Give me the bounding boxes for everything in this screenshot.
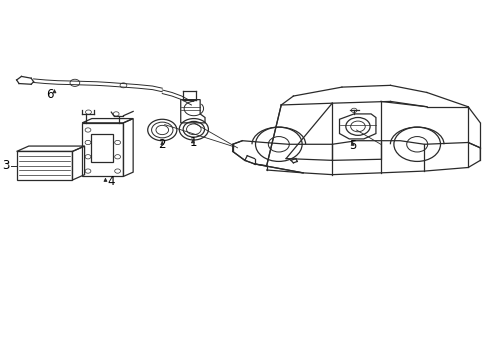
Text: 3: 3 (2, 159, 10, 172)
Text: 4: 4 (107, 175, 115, 188)
Text: 6: 6 (46, 88, 53, 101)
Text: 2: 2 (158, 138, 166, 151)
Text: 5: 5 (349, 139, 356, 152)
Text: 1: 1 (190, 136, 197, 149)
